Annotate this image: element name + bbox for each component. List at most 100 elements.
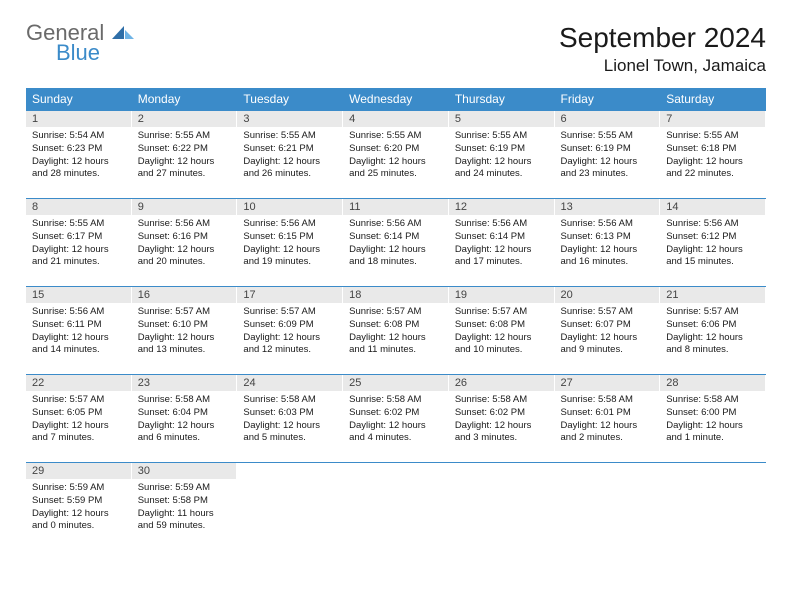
daylight-line-2: and 7 minutes. (32, 432, 126, 445)
sunset-line: Sunset: 6:02 PM (455, 407, 549, 420)
day-content: Sunrise: 5:55 AMSunset: 6:21 PMDaylight:… (237, 127, 343, 187)
day-content: Sunrise: 5:57 AMSunset: 6:07 PMDaylight:… (555, 303, 661, 363)
week-row: 15Sunrise: 5:56 AMSunset: 6:11 PMDayligh… (26, 287, 766, 375)
sunset-line: Sunset: 6:20 PM (349, 143, 443, 156)
sunset-line: Sunset: 6:22 PM (138, 143, 232, 156)
day-cell: 1 Sunrise: 5:54 AMSunset: 6:23 PMDaylight… (26, 111, 132, 199)
daylight-line-1: Daylight: 12 hours (243, 156, 337, 169)
daylight-line-2: and 14 minutes. (32, 344, 126, 357)
day-header-monday: Monday (132, 88, 238, 111)
day-content: Sunrise: 5:59 AMSunset: 5:58 PMDaylight:… (132, 479, 238, 539)
day-cell: 9Sunrise: 5:56 AMSunset: 6:16 PMDaylight… (132, 199, 238, 287)
sunset-line: Sunset: 6:06 PM (666, 319, 760, 332)
daylight-line-1: Daylight: 12 hours (666, 156, 760, 169)
sunset-line: Sunset: 6:18 PM (666, 143, 760, 156)
daylight-line-2: and 10 minutes. (455, 344, 549, 357)
daylight-line-1: Daylight: 12 hours (349, 244, 443, 257)
sunrise-line: Sunrise: 5:55 AM (455, 130, 549, 143)
day-number: 11 (343, 199, 449, 215)
day-cell: 30Sunrise: 5:59 AMSunset: 5:58 PMDayligh… (132, 463, 238, 551)
sunrise-line: Sunrise: 5:58 AM (349, 394, 443, 407)
sunrise-line: Sunrise: 5:55 AM (349, 130, 443, 143)
daylight-line-1: Daylight: 12 hours (138, 244, 232, 257)
day-cell: 27Sunrise: 5:58 AMSunset: 6:01 PMDayligh… (555, 375, 661, 463)
day-content: Sunrise: 5:56 AMSunset: 6:16 PMDaylight:… (132, 215, 238, 275)
day-number: 16 (132, 287, 238, 303)
sunrise-line: Sunrise: 5:54 AM (32, 130, 126, 143)
day-header-tuesday: Tuesday (237, 88, 343, 111)
day-header-thursday: Thursday (449, 88, 555, 111)
day-number: 1 (26, 111, 132, 127)
sunrise-line: Sunrise: 5:57 AM (32, 394, 126, 407)
day-number: 2 (132, 111, 238, 127)
sunset-line: Sunset: 6:09 PM (243, 319, 337, 332)
daylight-line-2: and 59 minutes. (138, 520, 232, 533)
daylight-line-1: Daylight: 12 hours (455, 244, 549, 257)
day-content: Sunrise: 5:58 AMSunset: 6:01 PMDaylight:… (555, 391, 661, 451)
calendar-table: SundayMondayTuesdayWednesdayThursdayFrid… (26, 88, 766, 551)
daylight-line-1: Daylight: 12 hours (32, 244, 126, 257)
day-number: 17 (237, 287, 343, 303)
daylight-line-1: Daylight: 12 hours (349, 156, 443, 169)
day-number: 28 (660, 375, 766, 391)
day-cell (660, 463, 766, 551)
day-content: Sunrise: 5:56 AMSunset: 6:14 PMDaylight:… (343, 215, 449, 275)
day-cell: 16Sunrise: 5:57 AMSunset: 6:10 PMDayligh… (132, 287, 238, 375)
day-number: 13 (555, 199, 661, 215)
daylight-line-2: and 5 minutes. (243, 432, 337, 445)
day-content: Sunrise: 5:56 AMSunset: 6:15 PMDaylight:… (237, 215, 343, 275)
day-cell: 10Sunrise: 5:56 AMSunset: 6:15 PMDayligh… (237, 199, 343, 287)
day-content: Sunrise: 5:55 AMSunset: 6:18 PMDaylight:… (660, 127, 766, 187)
day-cell (237, 463, 343, 551)
daylight-line-2: and 11 minutes. (349, 344, 443, 357)
day-number: 20 (555, 287, 661, 303)
daylight-line-2: and 15 minutes. (666, 256, 760, 269)
sunrise-line: Sunrise: 5:56 AM (243, 218, 337, 231)
day-number: 19 (449, 287, 555, 303)
day-cell: 6Sunrise: 5:55 AMSunset: 6:19 PMDaylight… (555, 111, 661, 199)
day-content: Sunrise: 5:56 AMSunset: 6:13 PMDaylight:… (555, 215, 661, 275)
daylight-line-1: Daylight: 12 hours (32, 420, 126, 433)
daylight-line-1: Daylight: 12 hours (32, 156, 126, 169)
sunset-line: Sunset: 6:07 PM (561, 319, 655, 332)
sunrise-line: Sunrise: 5:58 AM (455, 394, 549, 407)
sunset-line: Sunset: 6:08 PM (455, 319, 549, 332)
day-cell: 8Sunrise: 5:55 AMSunset: 6:17 PMDaylight… (26, 199, 132, 287)
calendar-page: General Blue September 2024 Lionel Town,… (0, 0, 792, 573)
day-cell: 13Sunrise: 5:56 AMSunset: 6:13 PMDayligh… (555, 199, 661, 287)
week-row: 29Sunrise: 5:59 AMSunset: 5:59 PMDayligh… (26, 463, 766, 551)
day-number: 29 (26, 463, 132, 479)
daylight-line-1: Daylight: 12 hours (561, 244, 655, 257)
day-cell: 15Sunrise: 5:56 AMSunset: 6:11 PMDayligh… (26, 287, 132, 375)
sunset-line: Sunset: 6:13 PM (561, 231, 655, 244)
day-header-row: SundayMondayTuesdayWednesdayThursdayFrid… (26, 88, 766, 111)
day-number: 25 (343, 375, 449, 391)
daylight-line-1: Daylight: 12 hours (561, 156, 655, 169)
day-number: 5 (449, 111, 555, 127)
sunset-line: Sunset: 6:23 PM (32, 143, 126, 156)
sunrise-line: Sunrise: 5:57 AM (666, 306, 760, 319)
day-number: 18 (343, 287, 449, 303)
day-number: 4 (343, 111, 449, 127)
daylight-line-2: and 18 minutes. (349, 256, 443, 269)
daylight-line-1: Daylight: 12 hours (561, 332, 655, 345)
daylight-line-2: and 23 minutes. (561, 168, 655, 181)
sunrise-line: Sunrise: 5:59 AM (138, 482, 232, 495)
day-number: 7 (660, 111, 766, 127)
sunset-line: Sunset: 6:04 PM (138, 407, 232, 420)
sunset-line: Sunset: 6:00 PM (666, 407, 760, 420)
sunset-line: Sunset: 6:10 PM (138, 319, 232, 332)
sunset-line: Sunset: 6:03 PM (243, 407, 337, 420)
day-number (449, 463, 555, 479)
header: General Blue September 2024 Lionel Town,… (26, 22, 766, 76)
week-row: 8Sunrise: 5:55 AMSunset: 6:17 PMDaylight… (26, 199, 766, 287)
day-cell: 23Sunrise: 5:58 AMSunset: 6:04 PMDayligh… (132, 375, 238, 463)
daylight-line-2: and 27 minutes. (138, 168, 232, 181)
day-number (343, 463, 449, 479)
day-cell: 20Sunrise: 5:57 AMSunset: 6:07 PMDayligh… (555, 287, 661, 375)
daylight-line-1: Daylight: 12 hours (561, 420, 655, 433)
sunrise-line: Sunrise: 5:56 AM (666, 218, 760, 231)
daylight-line-1: Daylight: 12 hours (349, 332, 443, 345)
day-cell: 28Sunrise: 5:58 AMSunset: 6:00 PMDayligh… (660, 375, 766, 463)
day-content: Sunrise: 5:55 AMSunset: 6:17 PMDaylight:… (26, 215, 132, 275)
